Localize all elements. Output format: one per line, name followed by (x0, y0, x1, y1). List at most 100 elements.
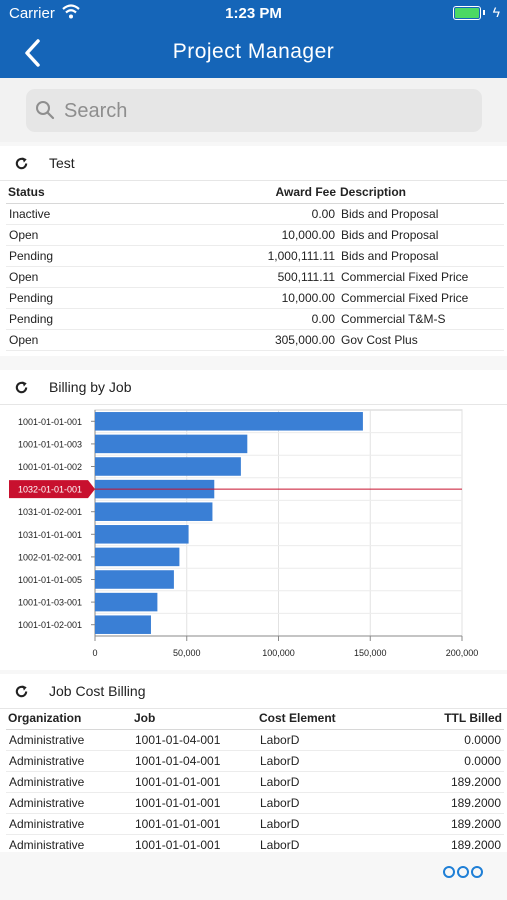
search-box[interactable] (26, 89, 482, 132)
table-cell: 500,111.11 (166, 266, 338, 288)
chart-bar[interactable] (95, 412, 363, 431)
battery-icon (453, 6, 481, 20)
table-row[interactable]: Pending 1,000,111.11 Bids and Proposal (6, 245, 504, 267)
chart-bar[interactable] (95, 592, 158, 612)
table-cell: Open (6, 329, 166, 351)
table-row[interactable]: Inactive 0.00 Bids and Proposal (6, 203, 504, 225)
page-dot[interactable] (443, 866, 455, 878)
panel-header: Billing by Job (0, 370, 507, 405)
y-tick-label: 1031-01-02-001 (18, 507, 82, 517)
table-row[interactable]: Administrative 1001-01-04-001 LaborD 0.0000 (6, 750, 504, 772)
column-header-cost-element[interactable]: Cost Element (257, 706, 377, 730)
table-cell: 189.2000 (377, 813, 504, 835)
table-cell: Administrative (6, 813, 132, 835)
x-tick-label: 200,000 (446, 648, 479, 658)
table-cell: 1001-01-04-001 (132, 750, 257, 772)
refresh-icon[interactable] (14, 380, 29, 395)
y-tick-label: 1002-01-02-001 (18, 552, 82, 562)
y-tick-label: 1001-01-01-002 (18, 462, 82, 472)
table-cell: 1001-01-01-001 (132, 834, 257, 852)
y-tick-label: 1032-01-01-001 (18, 485, 82, 495)
chart-bar[interactable] (95, 615, 151, 634)
table-cell: 189.2000 (377, 771, 504, 793)
billing-bar-chart[interactable]: 0 50,000 100,000 150,000 200,000 1001-01-01-0… (0, 404, 507, 670)
table-cell: LaborD (257, 834, 377, 852)
table-row[interactable]: Administrative 1001-01-01-001 LaborD 189.20… (6, 771, 504, 793)
panel-header: Test (0, 146, 507, 181)
refresh-icon[interactable] (14, 156, 29, 171)
table-cell: 1,000,111.11 (166, 245, 338, 267)
column-header-description[interactable]: Description (338, 180, 504, 204)
table-cell: Open (6, 224, 166, 246)
back-chevron-icon[interactable] (20, 36, 50, 70)
table-cell: LaborD (257, 771, 377, 793)
chart-bar[interactable] (95, 457, 241, 476)
y-tick-label: 1001-01-01-003 (18, 439, 82, 449)
table-cell: Administrative (6, 771, 132, 793)
table-cell: Commercial Fixed Price (338, 266, 504, 288)
table-cell: 0.0000 (377, 729, 504, 751)
table-cell: Commercial T&M-S (338, 308, 504, 330)
table-row[interactable]: Pending 0.00 Commercial T&M-S (6, 308, 504, 330)
table-cell: LaborD (257, 729, 377, 751)
battery-tip (483, 10, 485, 15)
column-header-status[interactable]: Status (6, 180, 166, 204)
table-cell: Inactive (6, 203, 166, 225)
table-row[interactable]: Open 305,000.00 Gov Cost Plus (6, 329, 504, 351)
column-header-award-fee[interactable]: Award Fee (166, 180, 338, 204)
table-cell: Administrative (6, 834, 132, 852)
search-input[interactable] (62, 95, 466, 127)
table-cell: LaborD (257, 792, 377, 814)
y-tick-label: 1001-01-03-001 (18, 598, 82, 608)
chart-bar[interactable] (95, 570, 174, 589)
page-dot[interactable] (471, 866, 483, 878)
y-tick-label: 1001-01-01-001 (18, 417, 82, 427)
column-header-ttl-billed[interactable]: TTL Billed (377, 706, 504, 730)
table-header-row: Organization Job Cost Element TTL Billed (6, 706, 504, 730)
table-header-row: Status Award Fee Description (6, 180, 504, 204)
table-cell: 1001-01-04-001 (132, 729, 257, 751)
x-tick-label: 100,000 (262, 648, 295, 658)
table-cell: Pending (6, 350, 166, 356)
table-cell: 0.0000 (377, 750, 504, 772)
status-bar: Carrier 1:23 PM ϟ (0, 0, 507, 28)
chart-bar[interactable] (95, 525, 189, 544)
table-viewport[interactable]: Organization Job Cost Element TTL Billed… (0, 706, 507, 852)
table-cell: Pending (6, 245, 166, 267)
table-cell: 0.00 (166, 308, 338, 330)
table-cell: Open (6, 266, 166, 288)
chart-bar[interactable] (95, 434, 248, 454)
column-header-job[interactable]: Job (132, 706, 257, 730)
table-cell: 1001-01-01-001 (132, 792, 257, 814)
panel-title: Test (49, 155, 75, 171)
test-table: Status Award Fee Description Inactive 0.0… (6, 180, 504, 356)
table-cell: Administrative (6, 792, 132, 814)
refresh-icon[interactable] (14, 684, 29, 699)
table-cell: Bids and Proposal (338, 245, 504, 267)
panel-test: Test Status Award Fee Description Inacti… (0, 146, 507, 356)
y-tick-label: 1001-01-02-001 (18, 620, 82, 630)
table-cell: LaborD (257, 813, 377, 835)
chart-bar[interactable] (95, 502, 213, 521)
table-viewport[interactable]: Status Award Fee Description Inactive 0.0… (0, 180, 507, 356)
table-row[interactable]: Administrative 1001-01-01-001 LaborD 189.20… (6, 792, 504, 814)
table-row[interactable]: Administrative 1001-01-01-001 LaborD 189.20… (6, 813, 504, 835)
table-row[interactable]: Open 500,111.11 Commercial Fixed Price (6, 266, 504, 288)
table-cell: Pending (6, 287, 166, 309)
column-header-organization[interactable]: Organization (6, 706, 132, 730)
table-row[interactable]: Pending 10,000.00 Commercial Fixed Price (6, 287, 504, 309)
search-icon (36, 101, 55, 120)
table-cell: 10,000.00 (166, 224, 338, 246)
page-dot[interactable] (457, 866, 469, 878)
page-indicator[interactable] (443, 866, 483, 880)
table-cell: 1001-01-01-001 (132, 771, 257, 793)
table-cell: 189.2000 (377, 792, 504, 814)
nav-bar: Project Manager (0, 28, 507, 78)
panel-title: Billing by Job (49, 379, 132, 395)
table-row[interactable]: Administrative 1001-01-04-001 LaborD 0.0000 (6, 729, 504, 751)
chart-bar[interactable] (95, 547, 180, 567)
table-row[interactable]: Open 10,000.00 Bids and Proposal (6, 224, 504, 246)
carrier-label: Carrier (9, 5, 55, 22)
table-row[interactable]: Administrative 1001-01-01-001 LaborD 189.20… (6, 834, 504, 852)
